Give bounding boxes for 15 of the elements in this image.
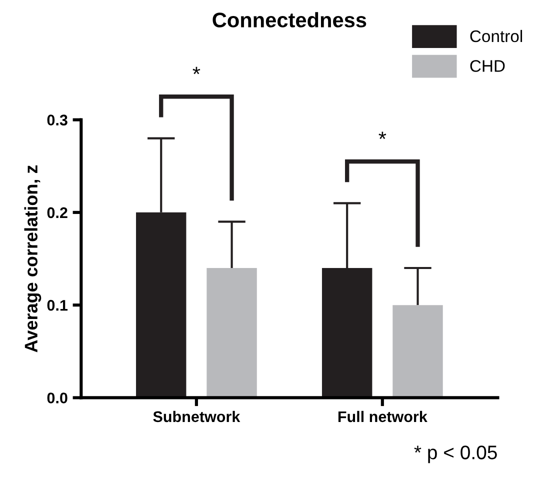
y-tick-label: 0.0	[47, 392, 68, 404]
bar	[206, 268, 257, 398]
text: *	[192, 66, 200, 74]
y-tick-label: 0.2	[47, 207, 68, 218]
y-tick-label: 0.3	[47, 114, 68, 126]
y-tick-label: 0.1	[47, 300, 68, 311]
legend-label: Control	[470, 30, 522, 42]
legend-label: CHD	[470, 60, 505, 72]
x-tick-label: Subnetwork	[153, 410, 240, 422]
text: * p < 0.05	[414, 446, 497, 464]
bar	[392, 305, 443, 398]
y-axis-title: Average correlation, z	[24, 165, 42, 352]
annotation: *	[378, 132, 386, 140]
x-tick-label: Full network	[338, 410, 428, 422]
chart-title: Connectedness	[212, 12, 366, 28]
